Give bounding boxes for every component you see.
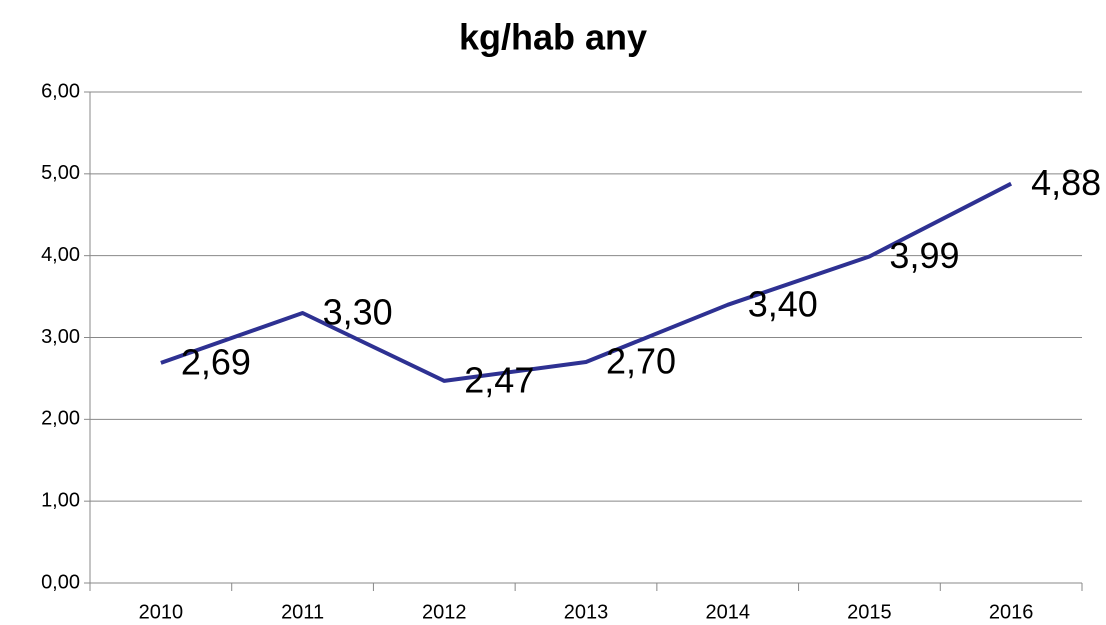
data-label: 2,47: [464, 359, 534, 400]
y-tick-label: 6,00: [41, 80, 80, 102]
y-tick-label: 3,00: [41, 326, 80, 348]
y-tick-label: 0,00: [41, 571, 80, 593]
chart-title: kg/hab any: [459, 17, 647, 58]
y-tick-label: 5,00: [41, 162, 80, 184]
x-tick-label: 2012: [422, 601, 467, 623]
data-label: 2,70: [606, 341, 676, 382]
data-label: 2,69: [181, 341, 251, 382]
y-tick-label: 2,00: [41, 408, 80, 430]
line-series: [160, 181, 1013, 383]
x-tick-label: 2011: [281, 601, 324, 623]
y-tick-label: 4,00: [41, 244, 80, 266]
y-tick-label: 1,00: [41, 489, 80, 511]
x-tick-label: 2010: [139, 601, 184, 623]
x-tick-label: 2014: [705, 601, 750, 623]
data-label: 4,88: [1031, 162, 1101, 203]
data-label: 3,30: [323, 291, 393, 332]
data-label: 3,40: [748, 283, 818, 324]
x-tick-label: 2016: [989, 601, 1034, 623]
data-label: 3,99: [889, 235, 959, 276]
x-tick-label: 2015: [847, 601, 892, 623]
x-tick-label: 2013: [564, 601, 609, 623]
